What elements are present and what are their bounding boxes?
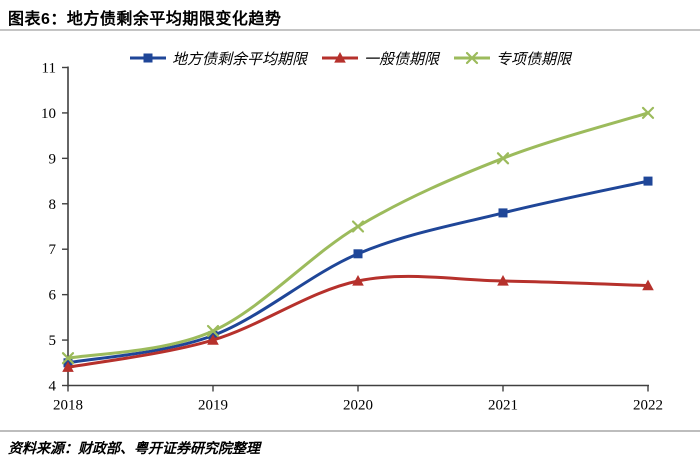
series-line-triangle <box>66 274 650 369</box>
series-marker-square <box>353 249 363 259</box>
series-marker-square <box>643 176 653 186</box>
series-marker-triangle <box>207 334 219 345</box>
x-tick-label: 2021 <box>488 398 518 414</box>
series-marker-x <box>61 352 75 365</box>
series-marker-triangle <box>497 275 509 286</box>
x-tick-label: 2022 <box>633 398 663 414</box>
series-line-square <box>66 179 650 365</box>
legend-item-triangle: 一般债期限 <box>321 48 439 69</box>
x-tick-label: 2020 <box>343 398 373 414</box>
y-tick-label: 9 <box>49 151 57 167</box>
y-tick-label: 4 <box>49 379 57 395</box>
y-tick-label: 7 <box>49 242 57 258</box>
legend-label: 专项债期限 <box>496 51 572 68</box>
series-marker-square <box>498 208 508 218</box>
y-tick-label: 6 <box>49 288 57 304</box>
series-marker-x <box>351 220 365 233</box>
series-marker-triangle <box>642 279 654 291</box>
triangle-marker-icon <box>321 52 358 63</box>
chart-title: 图表6：地方债剩余平均期限变化趋势 <box>8 11 282 28</box>
legend-label: 地方债剩余平均期限 <box>171 51 307 68</box>
series-marker-triangle <box>352 275 364 286</box>
legend-item-square: 地方债剩余平均期限 <box>129 48 307 69</box>
footer-divider <box>0 430 700 432</box>
series-line-x <box>66 111 650 360</box>
title-underline <box>0 29 700 31</box>
y-tick-label: 11 <box>42 60 56 76</box>
chart-legend: 地方债剩余平均期限 一般债期限 专项债期限 <box>0 46 700 70</box>
series-marker-x <box>206 324 220 338</box>
x-tick-label: 2019 <box>198 398 228 414</box>
x-tick-label: 2018 <box>53 398 83 414</box>
series-marker-x <box>641 106 655 120</box>
line-chart-plot: 4 5 6 7 8 9 10 11 2018 2019 2020 2021 2022 <box>41 60 663 414</box>
series-marker-triangle <box>62 361 74 372</box>
series-marker-x <box>496 152 510 165</box>
legend-label: 一般债期限 <box>363 51 439 68</box>
y-tick-label: 10 <box>41 106 56 122</box>
y-tick-label: 8 <box>49 197 57 213</box>
square-marker-icon <box>129 53 166 63</box>
y-tick-label: 5 <box>49 333 57 349</box>
legend-item-x: 专项债期限 <box>453 48 571 69</box>
x-marker-icon <box>454 51 490 65</box>
source-note: 资料来源：财政部、粤开证券研究院整理 <box>8 442 260 457</box>
